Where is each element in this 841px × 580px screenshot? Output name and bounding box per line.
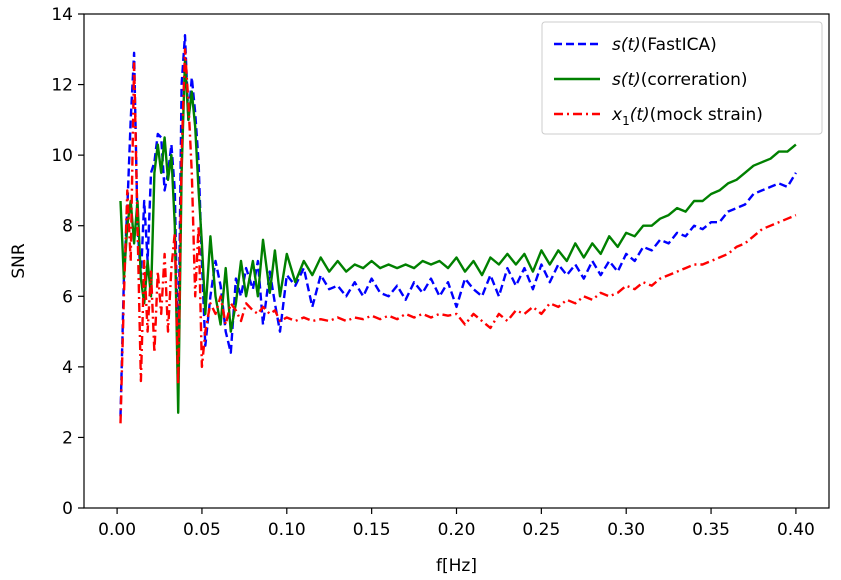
x-tick-label: 0.25 <box>522 520 560 540</box>
legend: s(t)(FastICA) s(t)(correration) x1(t)(mock… <box>541 21 823 135</box>
x-tick-label: 0.15 <box>353 520 391 540</box>
x-axis-label: f[Hz] <box>436 556 477 576</box>
legend-label-2: x1(t)(mock strain) <box>611 105 763 128</box>
legend-label-1: s(t)(correration) <box>612 70 748 90</box>
y-tick-label: 8 <box>62 217 73 237</box>
legend-label-0: s(t)(FastICA) <box>612 35 717 55</box>
x-tick-label: 0.40 <box>777 520 815 540</box>
y-tick-label: 10 <box>51 146 73 166</box>
y-tick-label: 0 <box>62 499 73 519</box>
y-tick-label: 12 <box>51 76 73 96</box>
y-tick-label: 2 <box>62 428 73 448</box>
x-tick-label: 0.10 <box>268 520 306 540</box>
y-tick-label: 6 <box>62 287 73 307</box>
y-axis-ticks: 0 2 4 6 8 10 12 14 <box>51 5 84 519</box>
series-layer <box>119 34 797 424</box>
y-tick-label: 14 <box>51 5 73 25</box>
x-tick-label: 0.20 <box>438 520 476 540</box>
x-tick-label: 0.05 <box>183 520 221 540</box>
series-line-2 <box>119 48 797 424</box>
x-tick-label: 0.35 <box>692 520 730 540</box>
legend-box <box>541 21 823 135</box>
x-tick-label: 0.30 <box>607 520 645 540</box>
x-axis-ticks: 0.00 0.05 0.10 0.15 0.20 0.25 0.30 0.35 0.40 <box>98 508 815 540</box>
x-tick-label: 0.00 <box>98 520 136 540</box>
y-axis-label: SNR <box>9 243 29 279</box>
y-tick-label: 4 <box>62 358 73 378</box>
plot-frame <box>83 13 830 509</box>
